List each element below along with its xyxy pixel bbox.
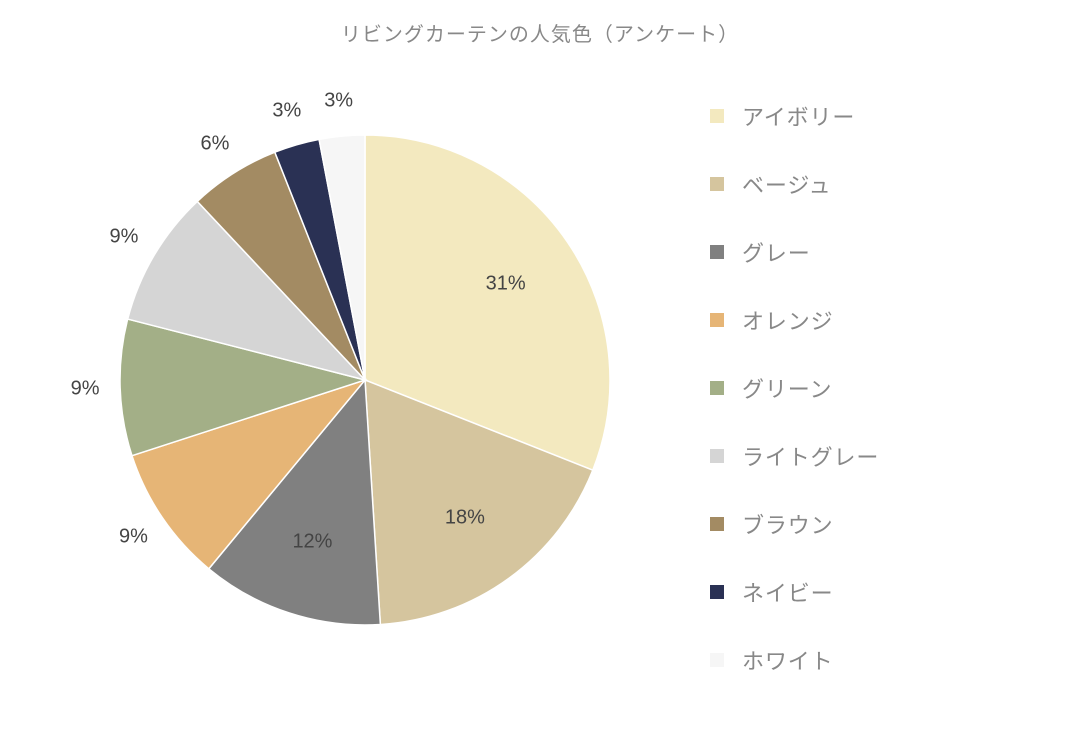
legend-item: グレー <box>710 241 879 263</box>
legend: アイボリーベージュグレーオレンジグリーンライトグレーブラウンネイビーホワイト <box>710 105 879 717</box>
legend-swatch <box>710 381 724 395</box>
legend-label: ホワイト <box>742 644 834 676</box>
chart-container: リビングカーテンの人気色（アンケート） 31%18%12%9%9%9%6%3%3… <box>0 0 1080 741</box>
legend-label: アイボリー <box>742 100 855 132</box>
slice-label: 9% <box>119 526 148 549</box>
slice-label: 9% <box>71 377 100 400</box>
legend-label: ベージュ <box>742 168 832 200</box>
legend-swatch <box>710 313 724 327</box>
legend-item: オレンジ <box>710 309 879 331</box>
pie-chart: 31% 18% 12% 9% 9% 9% 6% 3% 3% <box>0 0 1080 741</box>
legend-item: ホワイト <box>710 649 879 671</box>
legend-item: アイボリー <box>710 105 879 127</box>
pie-svg <box>0 0 1080 741</box>
legend-swatch <box>710 517 724 531</box>
legend-swatch <box>710 109 724 123</box>
legend-label: ブラウン <box>742 508 834 540</box>
slice-label: 3% <box>324 90 353 113</box>
legend-item: ライトグレー <box>710 445 879 467</box>
slice-label: 31% <box>486 273 526 296</box>
legend-label: グレー <box>742 236 811 268</box>
legend-item: グリーン <box>710 377 879 399</box>
legend-swatch <box>710 245 724 259</box>
legend-item: ネイビー <box>710 581 879 603</box>
legend-swatch <box>710 177 724 191</box>
legend-label: オレンジ <box>742 304 834 336</box>
legend-swatch <box>710 449 724 463</box>
slice-label: 3% <box>272 100 301 123</box>
slice-label: 12% <box>292 530 332 553</box>
slice-label: 6% <box>201 132 230 155</box>
legend-item: ベージュ <box>710 173 879 195</box>
legend-item: ブラウン <box>710 513 879 535</box>
legend-swatch <box>710 585 724 599</box>
legend-label: ネイビー <box>742 576 834 608</box>
slice-label: 9% <box>110 226 139 249</box>
legend-swatch <box>710 653 724 667</box>
legend-label: ライトグレー <box>742 440 879 472</box>
legend-label: グリーン <box>742 372 832 404</box>
slice-label: 18% <box>445 506 485 529</box>
